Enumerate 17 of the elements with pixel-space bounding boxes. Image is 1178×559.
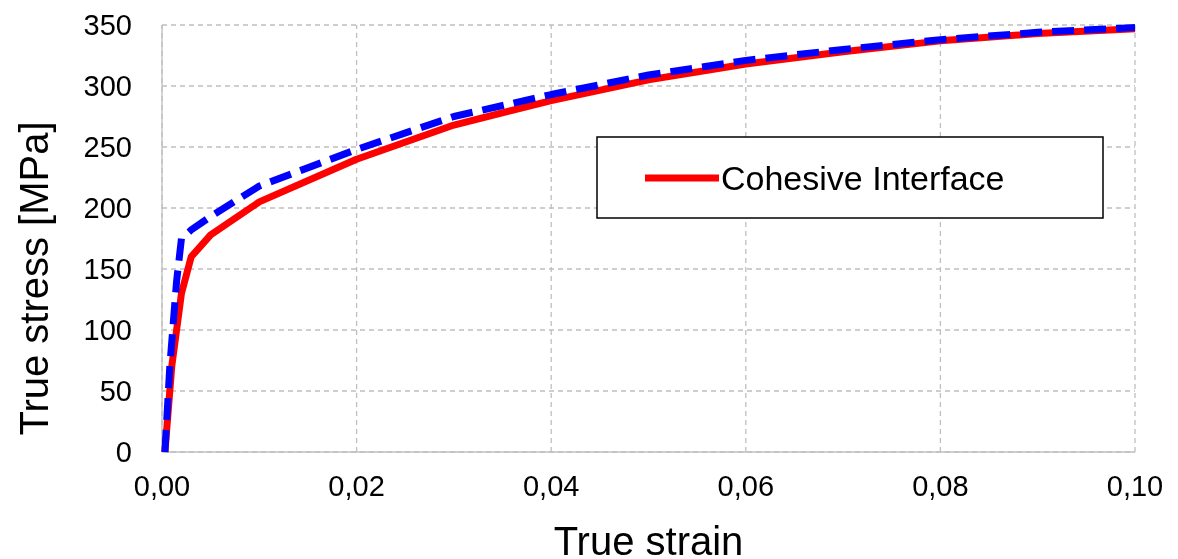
- y-tick-label: 250: [83, 131, 132, 163]
- y-axis-title: True stress [MPa]: [12, 121, 56, 436]
- x-axis-title: True strain: [553, 519, 744, 559]
- y-tick-label: 350: [83, 9, 132, 41]
- x-tick-label: 0,06: [717, 470, 775, 502]
- x-tick-label: 0,00: [133, 470, 191, 502]
- y-tick-label: 50: [99, 375, 132, 407]
- y-tick-label: 150: [83, 253, 132, 285]
- x-tick-label: 0,04: [522, 470, 580, 502]
- x-tick-label: 0,08: [912, 470, 969, 502]
- y-tick-label: 300: [83, 70, 132, 102]
- y-tick-label: 200: [83, 192, 132, 224]
- x-tick-label: 0,10: [1106, 470, 1164, 502]
- legend-label: Cohesive Interface: [721, 159, 1005, 197]
- y-tick-label: 100: [83, 314, 132, 346]
- x-tick-label: 0,02: [328, 470, 385, 502]
- y-tick-label: 0: [115, 436, 132, 468]
